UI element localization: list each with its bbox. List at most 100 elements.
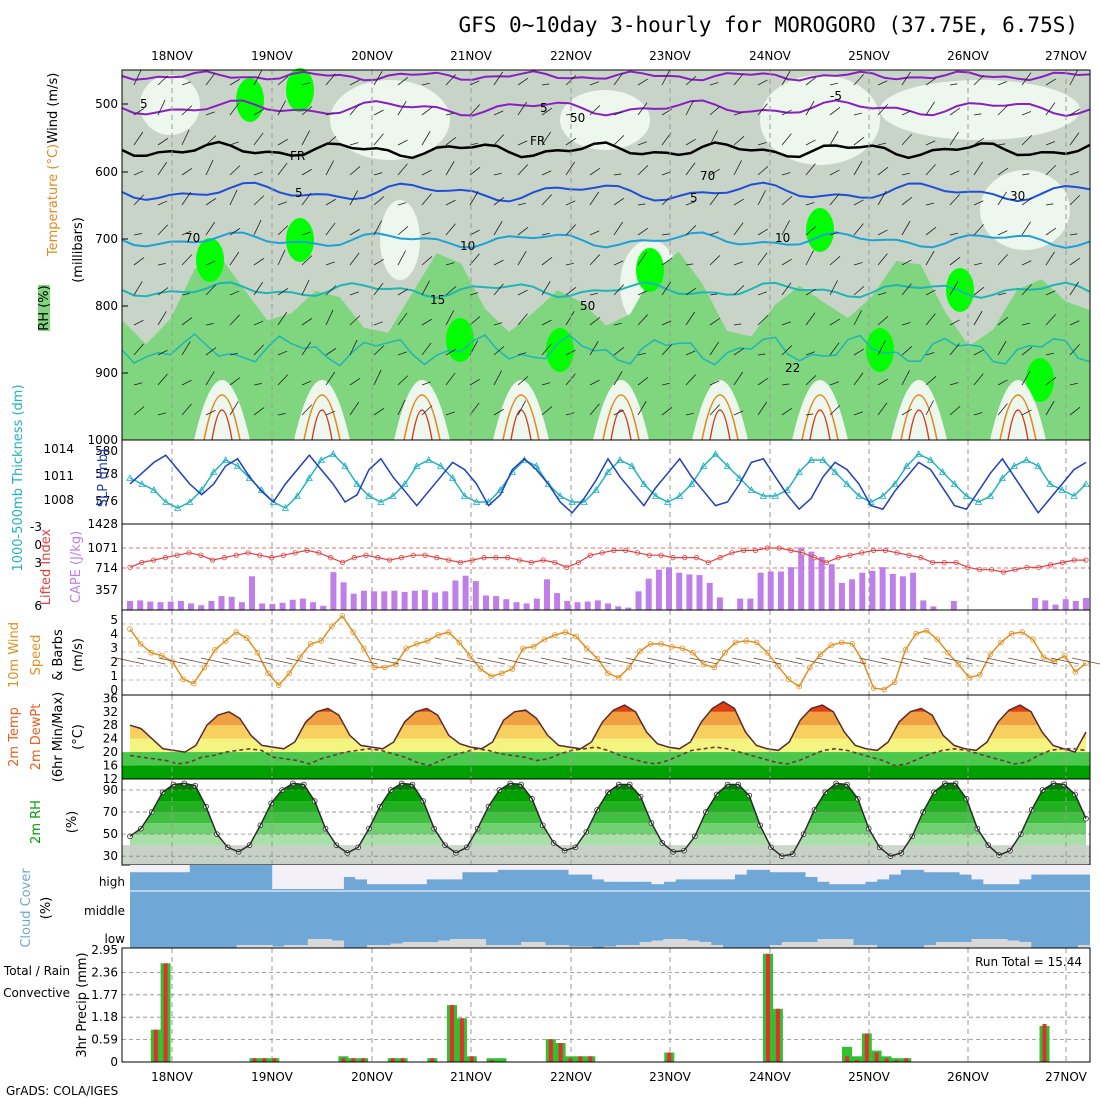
wind-barb <box>733 160 742 176</box>
rh-low-patch <box>330 80 450 160</box>
cloud-low-gap <box>663 939 676 948</box>
precip-convective-bar <box>884 1058 889 1062</box>
wind-barb <box>829 381 839 386</box>
cloud-low-gap <box>307 939 321 948</box>
precip-legend-convective: Convective <box>3 986 70 1000</box>
wind-barb <box>781 258 792 266</box>
precip-convective-bar <box>489 1060 494 1062</box>
wind-barb <box>613 221 623 236</box>
wind-barb <box>589 292 598 296</box>
panel-frame <box>121 609 1091 696</box>
wind-barb <box>205 72 216 86</box>
wind-barb <box>133 69 142 86</box>
bottom-day-label: 25NOV <box>848 1070 890 1084</box>
wind-barb <box>925 376 937 386</box>
wind-barb <box>949 194 960 206</box>
wind-barb <box>781 282 792 296</box>
cloud-low-gap <box>947 942 961 948</box>
wind-barb <box>493 283 504 296</box>
cape-bar <box>554 593 561 610</box>
wind-barb <box>1021 221 1031 236</box>
wind-barb <box>853 136 865 146</box>
wind-barb <box>685 201 695 206</box>
precip-convective-bar <box>548 1039 553 1062</box>
wind-barb <box>685 100 694 116</box>
wind-barb <box>901 346 913 356</box>
wind-barb <box>973 74 985 86</box>
wind-barb <box>997 292 1006 296</box>
wind-barb <box>181 168 193 176</box>
wind-barb <box>205 221 216 236</box>
cloud-low-gap <box>367 945 380 948</box>
wind-barb <box>469 378 480 386</box>
wind-barb <box>205 198 217 206</box>
wind-barb <box>277 100 287 116</box>
warm-contour <box>602 394 640 441</box>
temp-axis-label-3: (6hr Min/Max) <box>51 692 66 782</box>
cloud-high-gap <box>746 865 759 870</box>
wind-barb <box>925 101 935 116</box>
cape-tick: 1428 <box>87 517 118 531</box>
thickness-point <box>556 492 564 499</box>
precip-convective-bar <box>864 1033 869 1062</box>
wind-barb <box>1045 227 1057 236</box>
wind-barb <box>349 315 361 326</box>
wind-barb <box>445 372 456 386</box>
precip-convective-bar <box>450 1005 454 1062</box>
cape-tick: 714 <box>95 561 118 575</box>
precip-convective-bar <box>430 1058 435 1062</box>
wind-barb <box>301 404 313 416</box>
wind-barb <box>661 344 672 356</box>
temp-tick: 28 <box>103 718 118 732</box>
wind-barb <box>733 261 743 266</box>
cloud-high-gap <box>935 865 949 873</box>
cape-tick: 1071 <box>87 541 118 555</box>
cloud-low-gap <box>817 939 830 948</box>
wind-barb <box>733 371 743 386</box>
top-day-labels: 18NOV 19NOV 20NOV 21NOV 22NOV 23NOV 24NOV 25NOV… <box>151 49 1087 63</box>
cloud-high-gap <box>438 865 451 880</box>
wind-barb <box>373 109 384 116</box>
wind-barb <box>133 131 144 146</box>
wind-barb <box>709 106 721 116</box>
cape-bar <box>523 603 530 610</box>
wind-barb <box>805 226 817 236</box>
surface-wind-barb <box>222 657 251 665</box>
cloud-low-gap <box>236 945 250 948</box>
cloud-high-gap <box>959 865 972 875</box>
wind-barb <box>277 374 289 386</box>
cape-bar <box>716 597 723 610</box>
wind-barb <box>373 71 383 86</box>
surface-wind-barb <box>328 657 357 665</box>
wind-barb <box>1045 78 1057 86</box>
temp-tick: 36 <box>103 691 118 705</box>
wind-barb <box>349 190 359 206</box>
wind-barb <box>757 190 766 206</box>
wind-barb <box>397 288 408 296</box>
thickness-point <box>341 462 349 469</box>
cloud-high-gap <box>426 865 439 880</box>
wind-barb <box>973 310 983 326</box>
cape-bar <box>472 581 479 610</box>
thickness-tick: 580 <box>95 444 118 458</box>
wind-barb <box>301 279 310 296</box>
surface-wind-barb <box>986 657 1016 665</box>
wind-barb <box>685 311 695 326</box>
cloud-low-gap <box>710 945 724 948</box>
cape-bar <box>249 576 255 610</box>
wind-barb <box>157 138 169 146</box>
wind-axis-unit: (m/s) <box>71 638 86 672</box>
wind-barb <box>661 320 672 326</box>
contour-label: 50 <box>570 111 585 125</box>
thickness-point <box>699 462 708 469</box>
thickness-point <box>198 486 206 493</box>
temp-band <box>130 701 1086 712</box>
wind-barb <box>133 170 144 176</box>
thickness-point <box>831 468 839 475</box>
warm-contour <box>403 394 441 441</box>
cloud-high-gap <box>675 865 688 880</box>
hot-contour <box>709 409 731 441</box>
wind-barb <box>805 202 815 206</box>
contour-15c <box>121 281 1091 299</box>
wind-barb <box>277 249 286 266</box>
